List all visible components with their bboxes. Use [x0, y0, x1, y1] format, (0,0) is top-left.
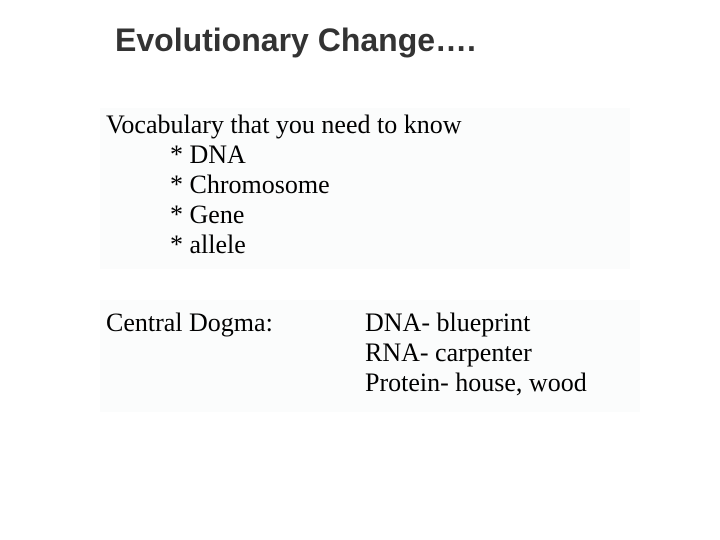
vocab-item: * allele: [170, 230, 630, 260]
vocab-block: Vocabulary that you need to know * DNA *…: [100, 108, 630, 269]
vocab-item: * Chromosome: [170, 170, 630, 200]
central-dogma-label: Central Dogma:: [106, 308, 273, 338]
analogy-line: Protein- house, wood: [365, 368, 587, 398]
slide-title: Evolutionary Change….: [115, 22, 476, 59]
analogy-line: RNA- carpenter: [365, 338, 587, 368]
dogma-block: Central Dogma: DNA- blueprint RNA- carpe…: [100, 300, 640, 412]
vocab-item: * Gene: [170, 200, 630, 230]
analogy-line: DNA- blueprint: [365, 308, 587, 338]
analogy-list: DNA- blueprint RNA- carpenter Protein- h…: [365, 308, 587, 398]
vocab-list: * DNA * Chromosome * Gene * allele: [170, 140, 630, 260]
slide: Evolutionary Change…. Vocabulary that yo…: [0, 0, 720, 540]
vocab-item: * DNA: [170, 140, 630, 170]
vocab-intro: Vocabulary that you need to know: [106, 110, 630, 140]
